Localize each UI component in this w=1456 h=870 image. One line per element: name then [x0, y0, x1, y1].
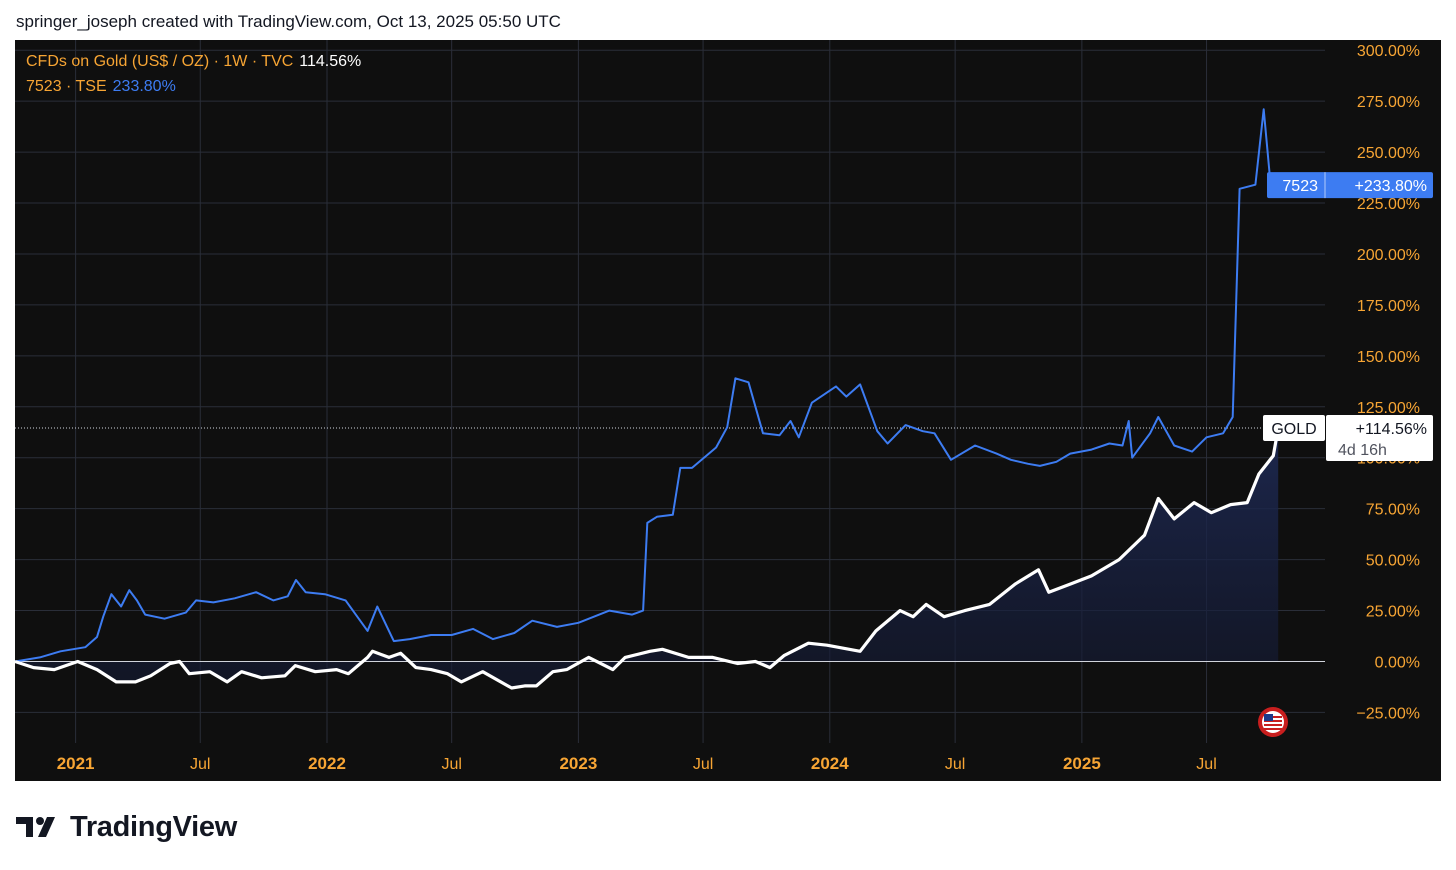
legend-tse-value: 233.80%: [112, 78, 176, 95]
x-tick-label: 2025: [1063, 754, 1101, 773]
tradingview-logo-icon: [16, 817, 55, 837]
y-tick-label: 300.00%: [1357, 43, 1420, 60]
x-tick-label: 2021: [57, 754, 95, 773]
x-tick-label: Jul: [190, 756, 210, 773]
gold-badge-value-box[interactable]: [1326, 415, 1433, 462]
tse-badge-symbol: 7523: [1282, 178, 1318, 195]
chart-panel[interactable]: 300.00% 275.00% 250.00% 225.00% 200.00% 175.0…: [15, 40, 1441, 781]
x-tick-label: Jul: [693, 756, 713, 773]
y-tick-label: 150.00%: [1357, 349, 1420, 366]
gold-badge-symbol: GOLD: [1271, 421, 1316, 438]
brand[interactable]: TradingView: [16, 810, 237, 844]
y-tick-label: 75.00%: [1366, 502, 1420, 519]
x-tick-label: 2023: [559, 754, 597, 773]
x-tick-label: 2022: [308, 754, 346, 773]
y-tick-label: 125.00%: [1357, 400, 1420, 417]
us-flag-stripe: [1264, 728, 1282, 730]
y-tick-label: 175.00%: [1357, 298, 1420, 315]
gold-area-fill: [15, 428, 1279, 688]
y-tick-label: 50.00%: [1366, 553, 1420, 570]
gold-badge-countdown: 4d 16h: [1338, 442, 1387, 459]
tse-series-line: [15, 108, 1279, 663]
gold-badge-change: +114.56%: [1356, 421, 1427, 438]
x-tick-label: 2024: [811, 754, 849, 773]
chart-plot[interactable]: 300.00% 275.00% 250.00% 225.00% 200.00% 175.0…: [15, 40, 1441, 781]
x-tick-label: Jul: [945, 756, 965, 773]
y-tick-label: 250.00%: [1357, 145, 1420, 162]
gold-series-line: [15, 427, 1280, 690]
x-tick-label: Jul: [1196, 756, 1216, 773]
legend-gold-label: CFDs on Gold (US$ / OZ) · 1W · TVC: [26, 53, 294, 70]
y-tick-label: 0.00%: [1375, 654, 1420, 671]
y-tick-label: 275.00%: [1357, 94, 1420, 111]
y-tick-label: 225.00%: [1357, 196, 1420, 213]
brand-name: TradingView: [70, 810, 237, 843]
y-tick-label: −25.00%: [1356, 705, 1420, 722]
y-tick-label: 25.00%: [1366, 604, 1420, 621]
legend-tse-label: 7523 · TSE: [26, 78, 107, 95]
us-flag-canton: [1264, 714, 1273, 721]
x-tick-label: Jul: [441, 756, 461, 773]
tse-badge[interactable]: [1267, 172, 1433, 199]
gold-badge-symbol-box[interactable]: [1263, 415, 1325, 442]
legend-gold-value: 114.56%: [299, 53, 362, 70]
legend-tse[interactable]: 7523 · TSE 233.80%: [26, 78, 176, 96]
y-tick-label: 200.00%: [1357, 247, 1420, 264]
us-flag-stripe: [1264, 724, 1282, 726]
legend-gold[interactable]: CFDs on Gold (US$ / OZ) · 1W · TVC 114.56…: [26, 53, 361, 71]
chart-credit: springer_joseph created with TradingView…: [16, 12, 561, 31]
tse-badge-change: +233.80%: [1354, 178, 1427, 195]
